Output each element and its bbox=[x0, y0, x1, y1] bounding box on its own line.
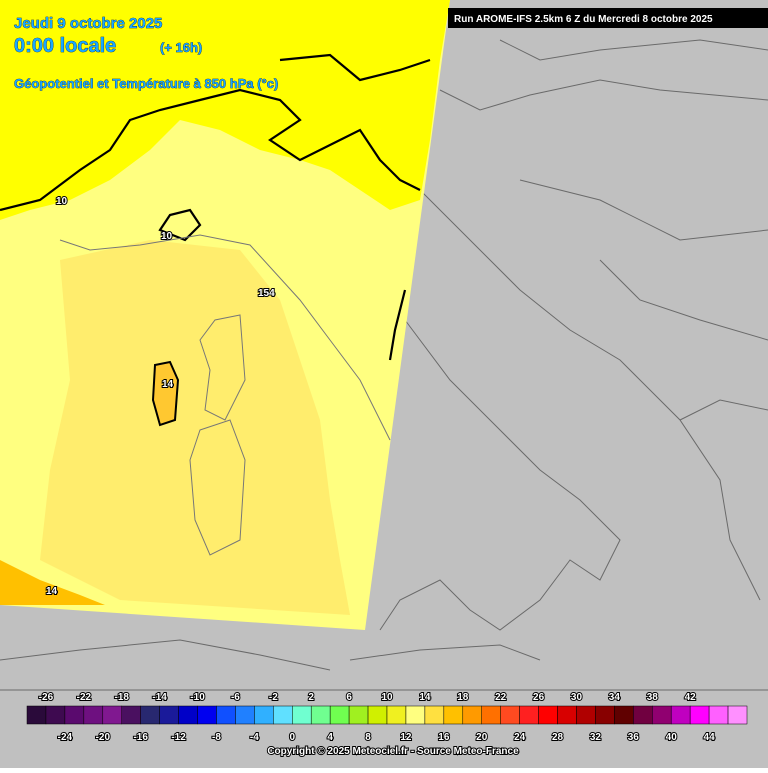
legend-label: 22 bbox=[495, 692, 507, 703]
legend-label: -20 bbox=[96, 732, 111, 743]
color-swatch bbox=[45, 705, 66, 725]
run-info: Run AROME-IFS 2.5km 6 Z du Mercredi 8 oc… bbox=[454, 14, 713, 25]
color-swatch bbox=[708, 705, 729, 725]
color-swatch bbox=[538, 705, 558, 725]
legend-label: 28 bbox=[552, 732, 564, 743]
legend-label: 2 bbox=[308, 692, 314, 703]
color-swatch bbox=[273, 705, 293, 725]
copyright: Copyright © 2025 Meteociel.fr - Source M… bbox=[267, 746, 519, 757]
legend-label: 10 bbox=[381, 692, 393, 703]
legend-label: -16 bbox=[133, 732, 148, 743]
borders bbox=[0, 39, 768, 691]
legend-label: 30 bbox=[571, 692, 583, 703]
color-swatch bbox=[102, 705, 122, 725]
legend-label: 40 bbox=[666, 732, 678, 743]
color-swatch bbox=[178, 705, 198, 725]
legend-label: 16 bbox=[438, 732, 450, 743]
color-swatch bbox=[652, 705, 672, 725]
legend-label: 44 bbox=[704, 732, 716, 743]
time: 0:00 locale bbox=[14, 35, 116, 57]
legend-label: 0 bbox=[289, 732, 295, 743]
color-swatch bbox=[386, 705, 407, 725]
color-swatch bbox=[329, 705, 350, 725]
color-swatch bbox=[689, 705, 710, 725]
color-swatch bbox=[254, 705, 274, 725]
legend-label: 34 bbox=[609, 692, 621, 703]
legend-label: 14 bbox=[419, 692, 431, 703]
legend-label: -18 bbox=[115, 692, 130, 703]
color-swatch bbox=[64, 705, 85, 725]
contour-label: 14 bbox=[46, 586, 58, 597]
legend-label: 26 bbox=[533, 692, 545, 703]
color-swatch bbox=[310, 705, 331, 725]
color-swatch bbox=[405, 705, 426, 725]
legend-label: 36 bbox=[628, 732, 640, 743]
color-swatch bbox=[576, 705, 596, 725]
color-swatch bbox=[235, 705, 255, 725]
contour-label: 10 bbox=[161, 231, 173, 242]
color-swatch bbox=[519, 705, 539, 725]
legend-label: 6 bbox=[346, 692, 352, 703]
color-swatch bbox=[500, 705, 520, 725]
legend-label: 32 bbox=[590, 732, 602, 743]
legend-label: 20 bbox=[476, 732, 488, 743]
color-swatch bbox=[140, 705, 160, 725]
run-bar bbox=[448, 8, 768, 28]
contour-label: 14 bbox=[162, 379, 174, 390]
legend-label: -8 bbox=[212, 732, 221, 743]
contour-label: 10 bbox=[56, 196, 68, 207]
legend-label: -10 bbox=[190, 692, 205, 703]
color-swatch bbox=[443, 705, 464, 725]
legend-label: -14 bbox=[152, 692, 167, 703]
color-swatch bbox=[614, 705, 634, 725]
color-swatch bbox=[83, 705, 104, 725]
legend-label: 24 bbox=[514, 732, 526, 743]
field-title: Géopotentiel et Température à 850 hPa (°… bbox=[14, 76, 278, 91]
legend-label: 18 bbox=[457, 692, 469, 703]
color-swatch bbox=[481, 705, 501, 725]
warm-corner bbox=[0, 560, 105, 605]
legend-label: -6 bbox=[231, 692, 240, 703]
color-swatch bbox=[216, 705, 236, 725]
legend-label: -12 bbox=[171, 732, 186, 743]
legend-label: 4 bbox=[327, 732, 333, 743]
legend-label: -2 bbox=[269, 692, 278, 703]
color-swatch bbox=[292, 705, 312, 725]
lead-time: (+ 16h) bbox=[160, 40, 202, 55]
color-swatch bbox=[197, 705, 217, 725]
color-swatch bbox=[348, 705, 369, 725]
warm-band bbox=[0, 0, 450, 220]
warm-core bbox=[151, 360, 180, 427]
date: Jeudi 9 octobre 2025 bbox=[14, 15, 162, 32]
legend-label: 42 bbox=[685, 692, 697, 703]
warm-patch bbox=[40, 240, 350, 615]
color-swatch bbox=[367, 705, 388, 725]
legend-label: -22 bbox=[77, 692, 92, 703]
colorbar: -26-24-22-20-18-16-14-12-10-8-6-4-202468… bbox=[26, 691, 748, 744]
color-swatch bbox=[121, 705, 141, 725]
legend-label: -24 bbox=[58, 732, 73, 743]
legend-label: -4 bbox=[250, 732, 259, 743]
color-swatch bbox=[557, 705, 577, 725]
color-swatch bbox=[424, 705, 445, 725]
legend-label: 38 bbox=[647, 692, 659, 703]
legend-label: 8 bbox=[365, 732, 371, 743]
color-swatch bbox=[670, 705, 691, 725]
color-swatch bbox=[633, 705, 653, 725]
color-swatch bbox=[159, 705, 179, 725]
legend-label: 12 bbox=[400, 732, 412, 743]
contour-label: 154 bbox=[258, 288, 275, 299]
color-swatch bbox=[462, 705, 482, 725]
color-swatch bbox=[26, 705, 47, 725]
legend-label: -26 bbox=[39, 692, 54, 703]
color-swatch bbox=[727, 705, 748, 725]
coastlines bbox=[59, 234, 391, 556]
color-swatch bbox=[595, 705, 615, 725]
